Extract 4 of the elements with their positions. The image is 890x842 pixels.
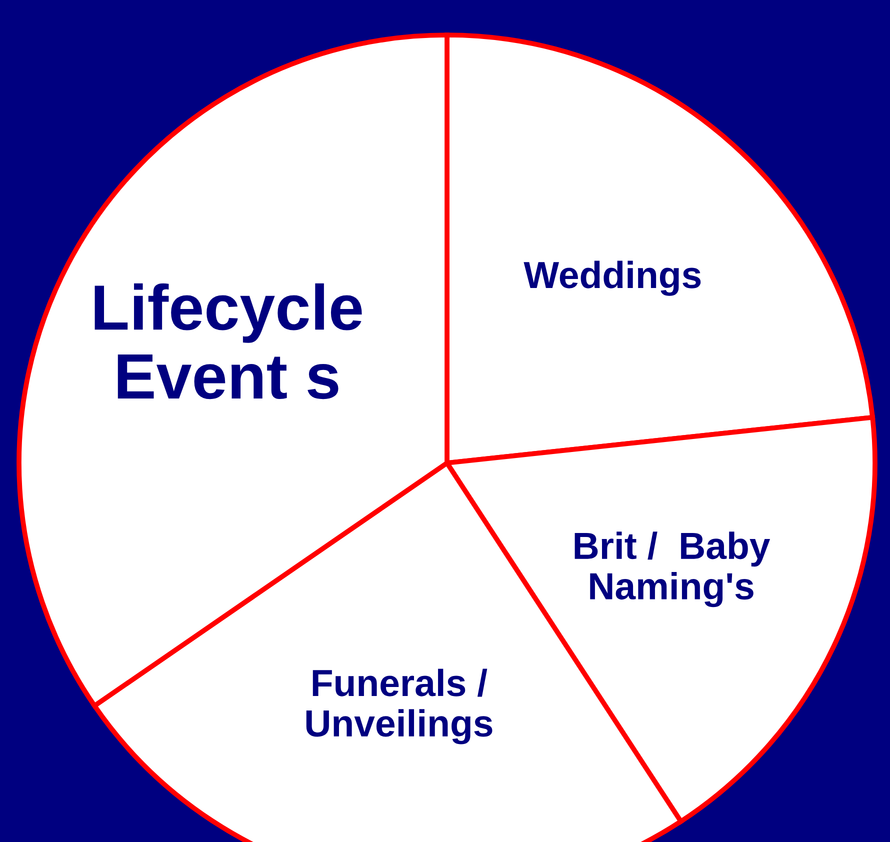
slice-label: Funerals / Unveilings [306,668,492,744]
slice-label: Lifecycle Event s [94,283,362,400]
slice-label: Weddings [524,260,701,296]
slice-label: Brit / Baby Naming's [574,532,770,608]
